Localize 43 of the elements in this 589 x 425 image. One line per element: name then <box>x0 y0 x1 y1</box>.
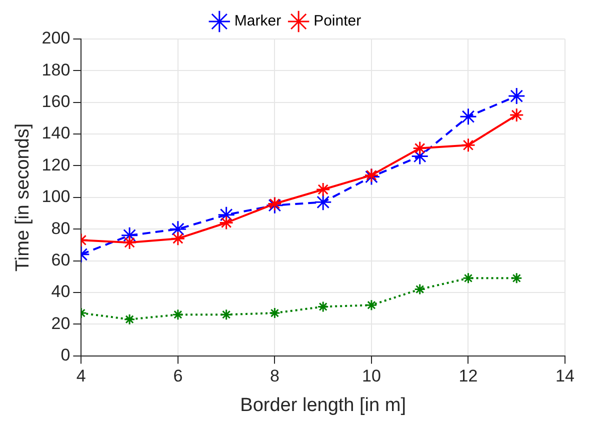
y-tick-label: 200 <box>42 28 70 48</box>
legend-label: Pointer <box>314 12 362 30</box>
point <box>122 235 137 250</box>
x-tick-label: 6 <box>173 366 183 386</box>
point <box>268 307 280 319</box>
point <box>459 108 477 126</box>
point <box>366 299 378 311</box>
point <box>169 220 187 238</box>
point <box>267 196 282 211</box>
point <box>316 182 330 197</box>
point <box>170 231 186 246</box>
y-tick-label: 20 <box>51 314 70 333</box>
point <box>460 138 476 152</box>
x-tick-label: 4 <box>76 366 86 386</box>
point <box>220 308 232 320</box>
y-tick-label: 0 <box>60 345 70 364</box>
y-tick-label: 160 <box>42 92 70 112</box>
x-tick-label: 12 <box>458 366 478 386</box>
point <box>219 215 234 230</box>
x-axis-title: Border length [in m] <box>240 394 406 416</box>
point <box>414 284 426 296</box>
point <box>314 193 332 211</box>
y-tick-label: 40 <box>51 282 70 302</box>
x-tick-label: 8 <box>270 366 280 386</box>
x-tick-label: 14 <box>556 366 574 386</box>
y-tick-label: 120 <box>42 155 70 174</box>
point <box>412 141 428 156</box>
point <box>462 272 474 284</box>
point <box>317 300 329 312</box>
point <box>124 314 136 326</box>
point <box>509 108 524 122</box>
legend-label: Marker <box>234 12 282 30</box>
point <box>510 272 522 284</box>
y-tick-label: 60 <box>51 250 70 270</box>
point <box>364 168 379 182</box>
point <box>508 87 526 105</box>
point <box>172 308 184 320</box>
y-axis-title: Time [in seconds] <box>12 123 34 272</box>
x-tick-label: 10 <box>362 366 381 386</box>
y-tick-label: 180 <box>42 60 70 80</box>
y-tick-label: 100 <box>42 187 70 206</box>
y-tick-label: 140 <box>42 124 70 143</box>
y-tick-label: 80 <box>51 218 70 238</box>
